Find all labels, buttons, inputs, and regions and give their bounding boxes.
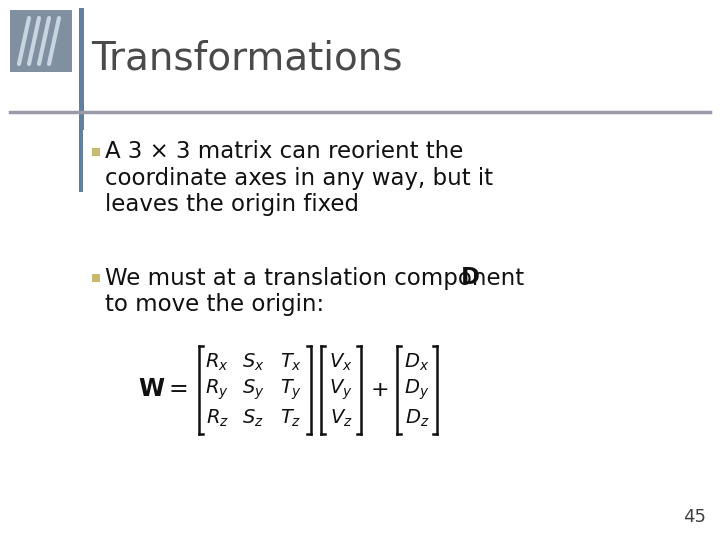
Bar — [10, 10, 72, 72]
Text: $S_x$: $S_x$ — [242, 352, 264, 373]
Text: We must at a translation component: We must at a translation component — [105, 267, 531, 289]
Text: $V_y$: $V_y$ — [329, 378, 353, 402]
Text: $T_y$: $T_y$ — [280, 378, 302, 402]
Bar — [79, 112, 83, 192]
Text: $S_y$: $S_y$ — [242, 378, 264, 402]
Text: $R_y$: $R_y$ — [205, 378, 229, 402]
Text: leaves the origin fixed: leaves the origin fixed — [105, 192, 359, 215]
Text: $D_z$: $D_z$ — [405, 407, 429, 429]
Text: $\mathbf{W}=$: $\mathbf{W}=$ — [138, 379, 188, 402]
Text: coordinate axes in any way, but it: coordinate axes in any way, but it — [105, 166, 493, 190]
Text: $V_z$: $V_z$ — [330, 407, 352, 429]
Text: $D_y$: $D_y$ — [405, 378, 430, 402]
Text: Transformations: Transformations — [91, 39, 402, 77]
Bar — [92, 148, 100, 156]
Text: A 3 × 3 matrix can reorient the: A 3 × 3 matrix can reorient the — [105, 140, 464, 164]
Text: 45: 45 — [683, 508, 706, 526]
Text: $R_x$: $R_x$ — [205, 352, 229, 373]
Bar — [92, 274, 100, 282]
Text: D: D — [461, 267, 480, 289]
Text: $T_z$: $T_z$ — [280, 407, 302, 429]
Text: $V_x$: $V_x$ — [329, 352, 353, 373]
Text: $+$: $+$ — [370, 379, 388, 401]
Text: to move the origin:: to move the origin: — [105, 293, 324, 315]
Bar — [79, 8, 84, 130]
Text: $S_z$: $S_z$ — [242, 407, 264, 429]
Text: $T_x$: $T_x$ — [280, 352, 302, 373]
Text: $D_x$: $D_x$ — [405, 352, 430, 373]
Text: $R_z$: $R_z$ — [205, 407, 228, 429]
